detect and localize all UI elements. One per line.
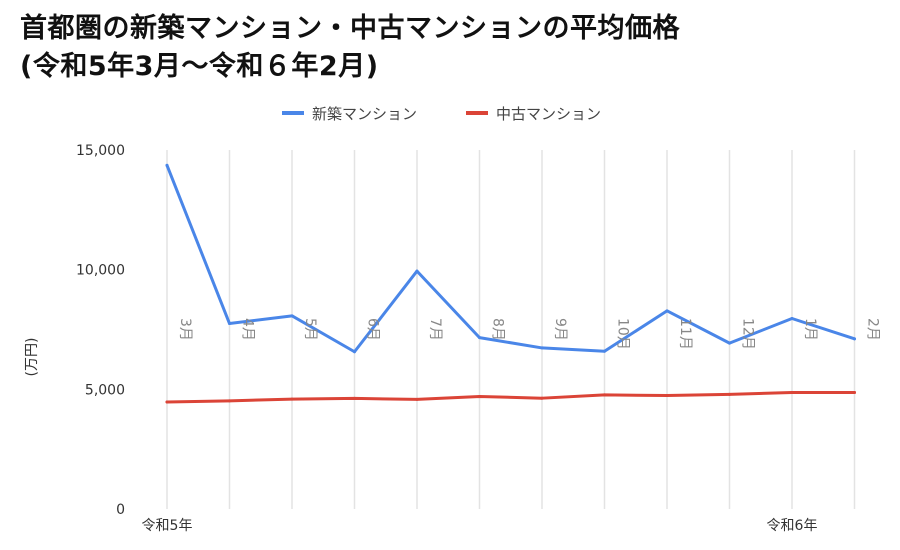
y-tick-label: 5,000: [85, 382, 125, 398]
data-point: [415, 397, 419, 401]
data-point: [540, 346, 544, 350]
x-year-label: 令和6年: [767, 518, 818, 534]
month-label: 7月: [427, 318, 443, 341]
data-point: [353, 396, 356, 400]
data-point: [353, 350, 356, 354]
data-point: [478, 395, 481, 399]
month-label: 12月: [740, 318, 756, 350]
data-point: [228, 399, 231, 403]
x-axis-year-labels: 令和5年 令和6年: [142, 518, 818, 534]
month-label: 10月: [615, 318, 631, 350]
x-year-label: 令和5年: [142, 518, 193, 534]
series: [165, 163, 856, 404]
month-label: 2月: [865, 318, 881, 341]
data-point: [790, 316, 794, 320]
data-point: [540, 396, 544, 400]
grid: [166, 150, 856, 509]
data-point: [665, 394, 669, 398]
data-point: [165, 163, 169, 167]
chart-title: 首都圏の新築マンション・中古マンションの平均価格 (令和5年3月〜令和６年2月): [20, 10, 680, 86]
legend-label-used: 中古マンション: [496, 105, 601, 123]
data-point: [478, 336, 481, 340]
data-point: [290, 314, 294, 318]
data-point: [165, 400, 169, 404]
month-label: 3月: [177, 318, 193, 341]
month-label: 11月: [677, 318, 693, 350]
data-point: [728, 341, 731, 345]
data-point: [290, 397, 294, 401]
series-line-new: [165, 163, 856, 354]
legend-label-new: 新築マンション: [312, 105, 417, 123]
month-label: 1月: [802, 318, 818, 341]
month-label: 6月: [365, 318, 381, 341]
month-label: 8月: [490, 318, 506, 341]
chart-title-line1: 首都圏の新築マンション・中古マンションの平均価格: [20, 13, 680, 44]
data-point: [415, 269, 419, 273]
legend: 新築マンション 中古マンション: [282, 105, 601, 123]
data-point: [665, 309, 669, 313]
data-point: [728, 392, 731, 396]
data-point: [603, 349, 606, 353]
data-point: [603, 393, 606, 397]
data-point: [790, 390, 794, 394]
month-label: 9月: [552, 318, 568, 341]
data-point: [228, 322, 231, 326]
y-axis-ticks: 0 5,000 10,000 15,000: [76, 143, 125, 518]
y-tick-label: 15,000: [76, 143, 125, 159]
series-line-used: [165, 390, 856, 404]
data-point: [853, 337, 856, 341]
y-tick-label: 0: [116, 502, 125, 518]
y-tick-label: 10,000: [76, 263, 125, 279]
month-label: 4月: [240, 318, 256, 341]
data-point: [853, 390, 856, 394]
chart-title-line2: (令和5年3月〜令和６年2月): [20, 51, 379, 82]
month-label: 5月: [302, 318, 318, 341]
month-labels: 3月 4月 5月 6月 7月 8月 9月 10月 11月 12月 1月 2月: [177, 318, 881, 350]
y-axis-label: (万円): [24, 338, 40, 377]
